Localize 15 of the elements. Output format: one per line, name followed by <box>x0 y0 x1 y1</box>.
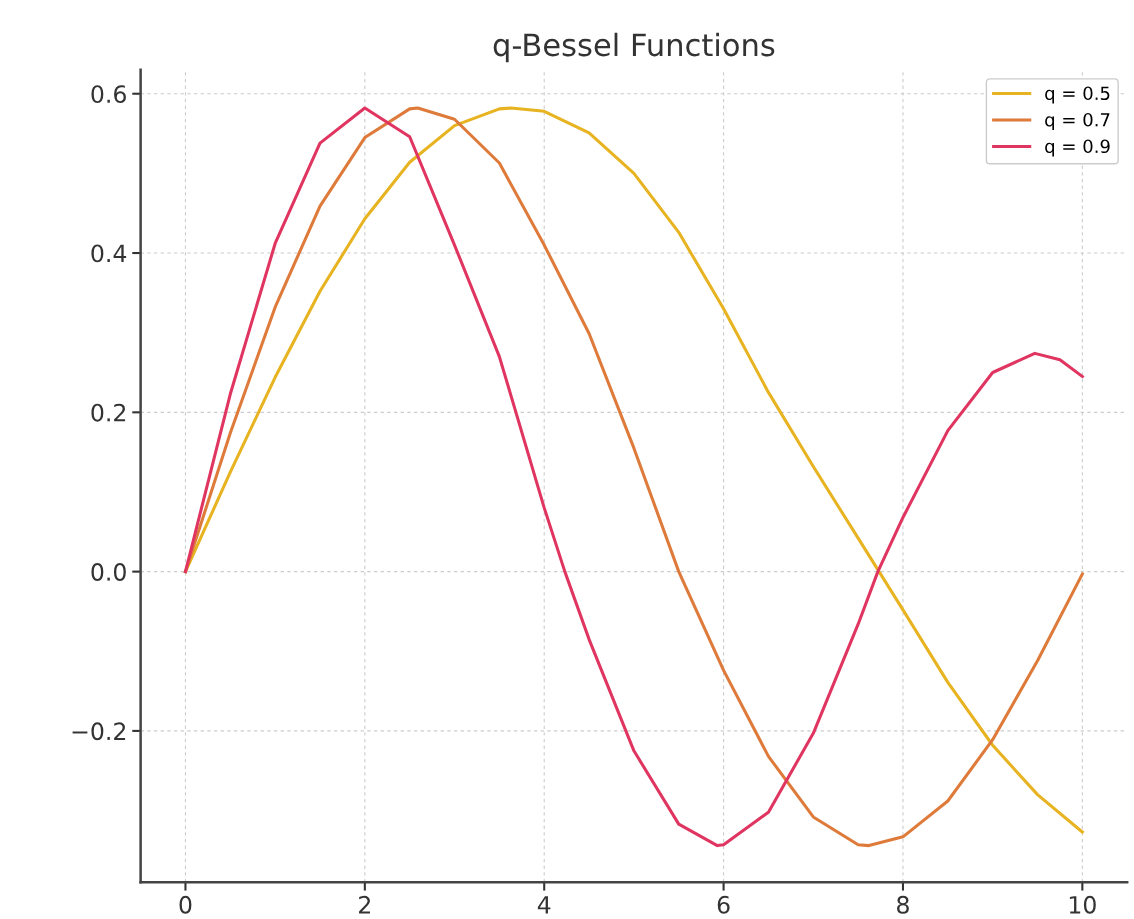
legend-label: q = 0.7 <box>1045 112 1110 131</box>
x-tick-label: 8 <box>897 895 909 914</box>
y-tick-label: 0.6 <box>91 85 126 104</box>
y-tick-label: 0.4 <box>91 244 127 263</box>
x-tick-label: 4 <box>537 896 551 914</box>
legend-label: q = 0.5 <box>1045 86 1110 104</box>
x-tick-label: 0 <box>179 895 192 914</box>
y-tick-label: −0.2 <box>72 722 126 741</box>
chart-title: q-Bessel Functions <box>493 32 775 63</box>
x-tick-label: 10 <box>1069 895 1096 914</box>
x-tick-label: 6 <box>717 895 730 914</box>
y-tick-label: 0.0 <box>91 563 126 581</box>
x-tick-label: 2 <box>359 895 370 914</box>
legend-label: q = 0.9 <box>1045 139 1110 157</box>
y-tick-label: 0.2 <box>91 403 126 422</box>
